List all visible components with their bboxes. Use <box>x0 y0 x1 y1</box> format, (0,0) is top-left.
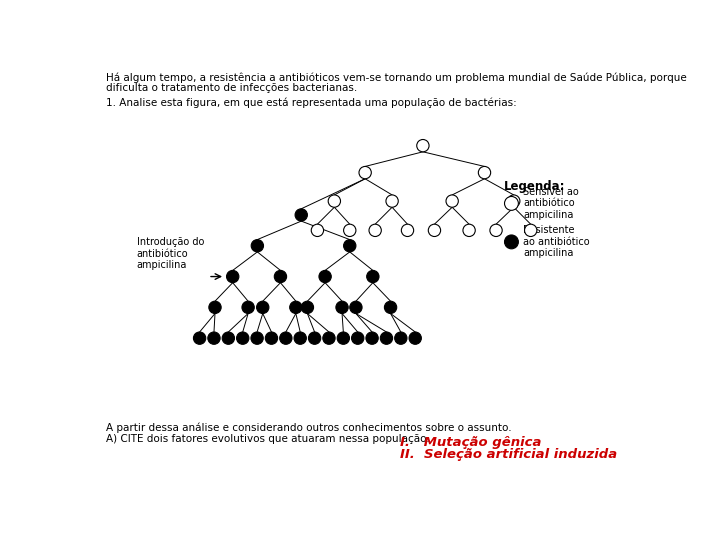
Circle shape <box>369 224 382 237</box>
Text: A partir dessa análise e considerando outros conhecimentos sobre o assunto.: A partir dessa análise e considerando ou… <box>106 423 511 433</box>
Circle shape <box>428 224 441 237</box>
Circle shape <box>295 209 307 221</box>
Circle shape <box>508 195 520 207</box>
Circle shape <box>343 240 356 252</box>
Circle shape <box>319 271 331 283</box>
Circle shape <box>490 224 503 237</box>
Circle shape <box>301 301 314 314</box>
Circle shape <box>505 235 518 249</box>
Text: Introdução do
antibiótico
ampicilina: Introdução do antibiótico ampicilina <box>137 237 204 271</box>
Text: Há algum tempo, a resistência a antibióticos vem-se tornando um problema mundial: Há algum tempo, a resistência a antibiót… <box>106 72 686 83</box>
Circle shape <box>380 332 392 345</box>
Circle shape <box>311 224 323 237</box>
Circle shape <box>194 332 206 345</box>
Circle shape <box>366 332 378 345</box>
Circle shape <box>279 332 292 345</box>
Circle shape <box>289 301 302 314</box>
Text: Sensível ao
antibiótico
ampicilina: Sensível ao antibiótico ampicilina <box>523 187 579 220</box>
Circle shape <box>384 301 397 314</box>
Text: Legenda:: Legenda: <box>504 180 565 193</box>
Circle shape <box>251 332 264 345</box>
Circle shape <box>395 332 407 345</box>
Circle shape <box>294 332 307 345</box>
Circle shape <box>386 195 398 207</box>
Circle shape <box>274 271 287 283</box>
Circle shape <box>336 301 348 314</box>
Circle shape <box>265 332 278 345</box>
Circle shape <box>351 332 364 345</box>
Text: I.   Mutação gênica: I. Mutação gênica <box>400 436 541 449</box>
Circle shape <box>208 332 220 345</box>
Circle shape <box>222 332 235 345</box>
Circle shape <box>350 301 362 314</box>
Circle shape <box>446 195 459 207</box>
Circle shape <box>417 139 429 152</box>
Circle shape <box>242 301 254 314</box>
Circle shape <box>308 332 320 345</box>
Circle shape <box>251 240 264 252</box>
Circle shape <box>237 332 249 345</box>
Circle shape <box>366 271 379 283</box>
Text: Resistente
ao antibiótico
ampicilina: Resistente ao antibiótico ampicilina <box>523 225 590 259</box>
Circle shape <box>505 197 518 211</box>
Circle shape <box>525 224 537 237</box>
Circle shape <box>323 332 335 345</box>
Text: 1. Analise esta figura, em que está representada uma população de bactérias:: 1. Analise esta figura, em que está repr… <box>106 97 516 107</box>
Circle shape <box>343 224 356 237</box>
Circle shape <box>337 332 349 345</box>
Circle shape <box>463 224 475 237</box>
Circle shape <box>256 301 269 314</box>
Circle shape <box>328 195 341 207</box>
Circle shape <box>478 166 490 179</box>
Circle shape <box>401 224 414 237</box>
Circle shape <box>359 166 372 179</box>
Circle shape <box>209 301 221 314</box>
Text: II.  Seleção artificial induzida: II. Seleção artificial induzida <box>400 448 617 461</box>
Text: A) CITE dois fatores evolutivos que atuaram nessa população.: A) CITE dois fatores evolutivos que atua… <box>106 434 429 444</box>
Text: dificulta o tratamento de infecções bacterianas.: dificulta o tratamento de infecções bact… <box>106 83 357 93</box>
Circle shape <box>227 271 239 283</box>
Circle shape <box>409 332 421 345</box>
